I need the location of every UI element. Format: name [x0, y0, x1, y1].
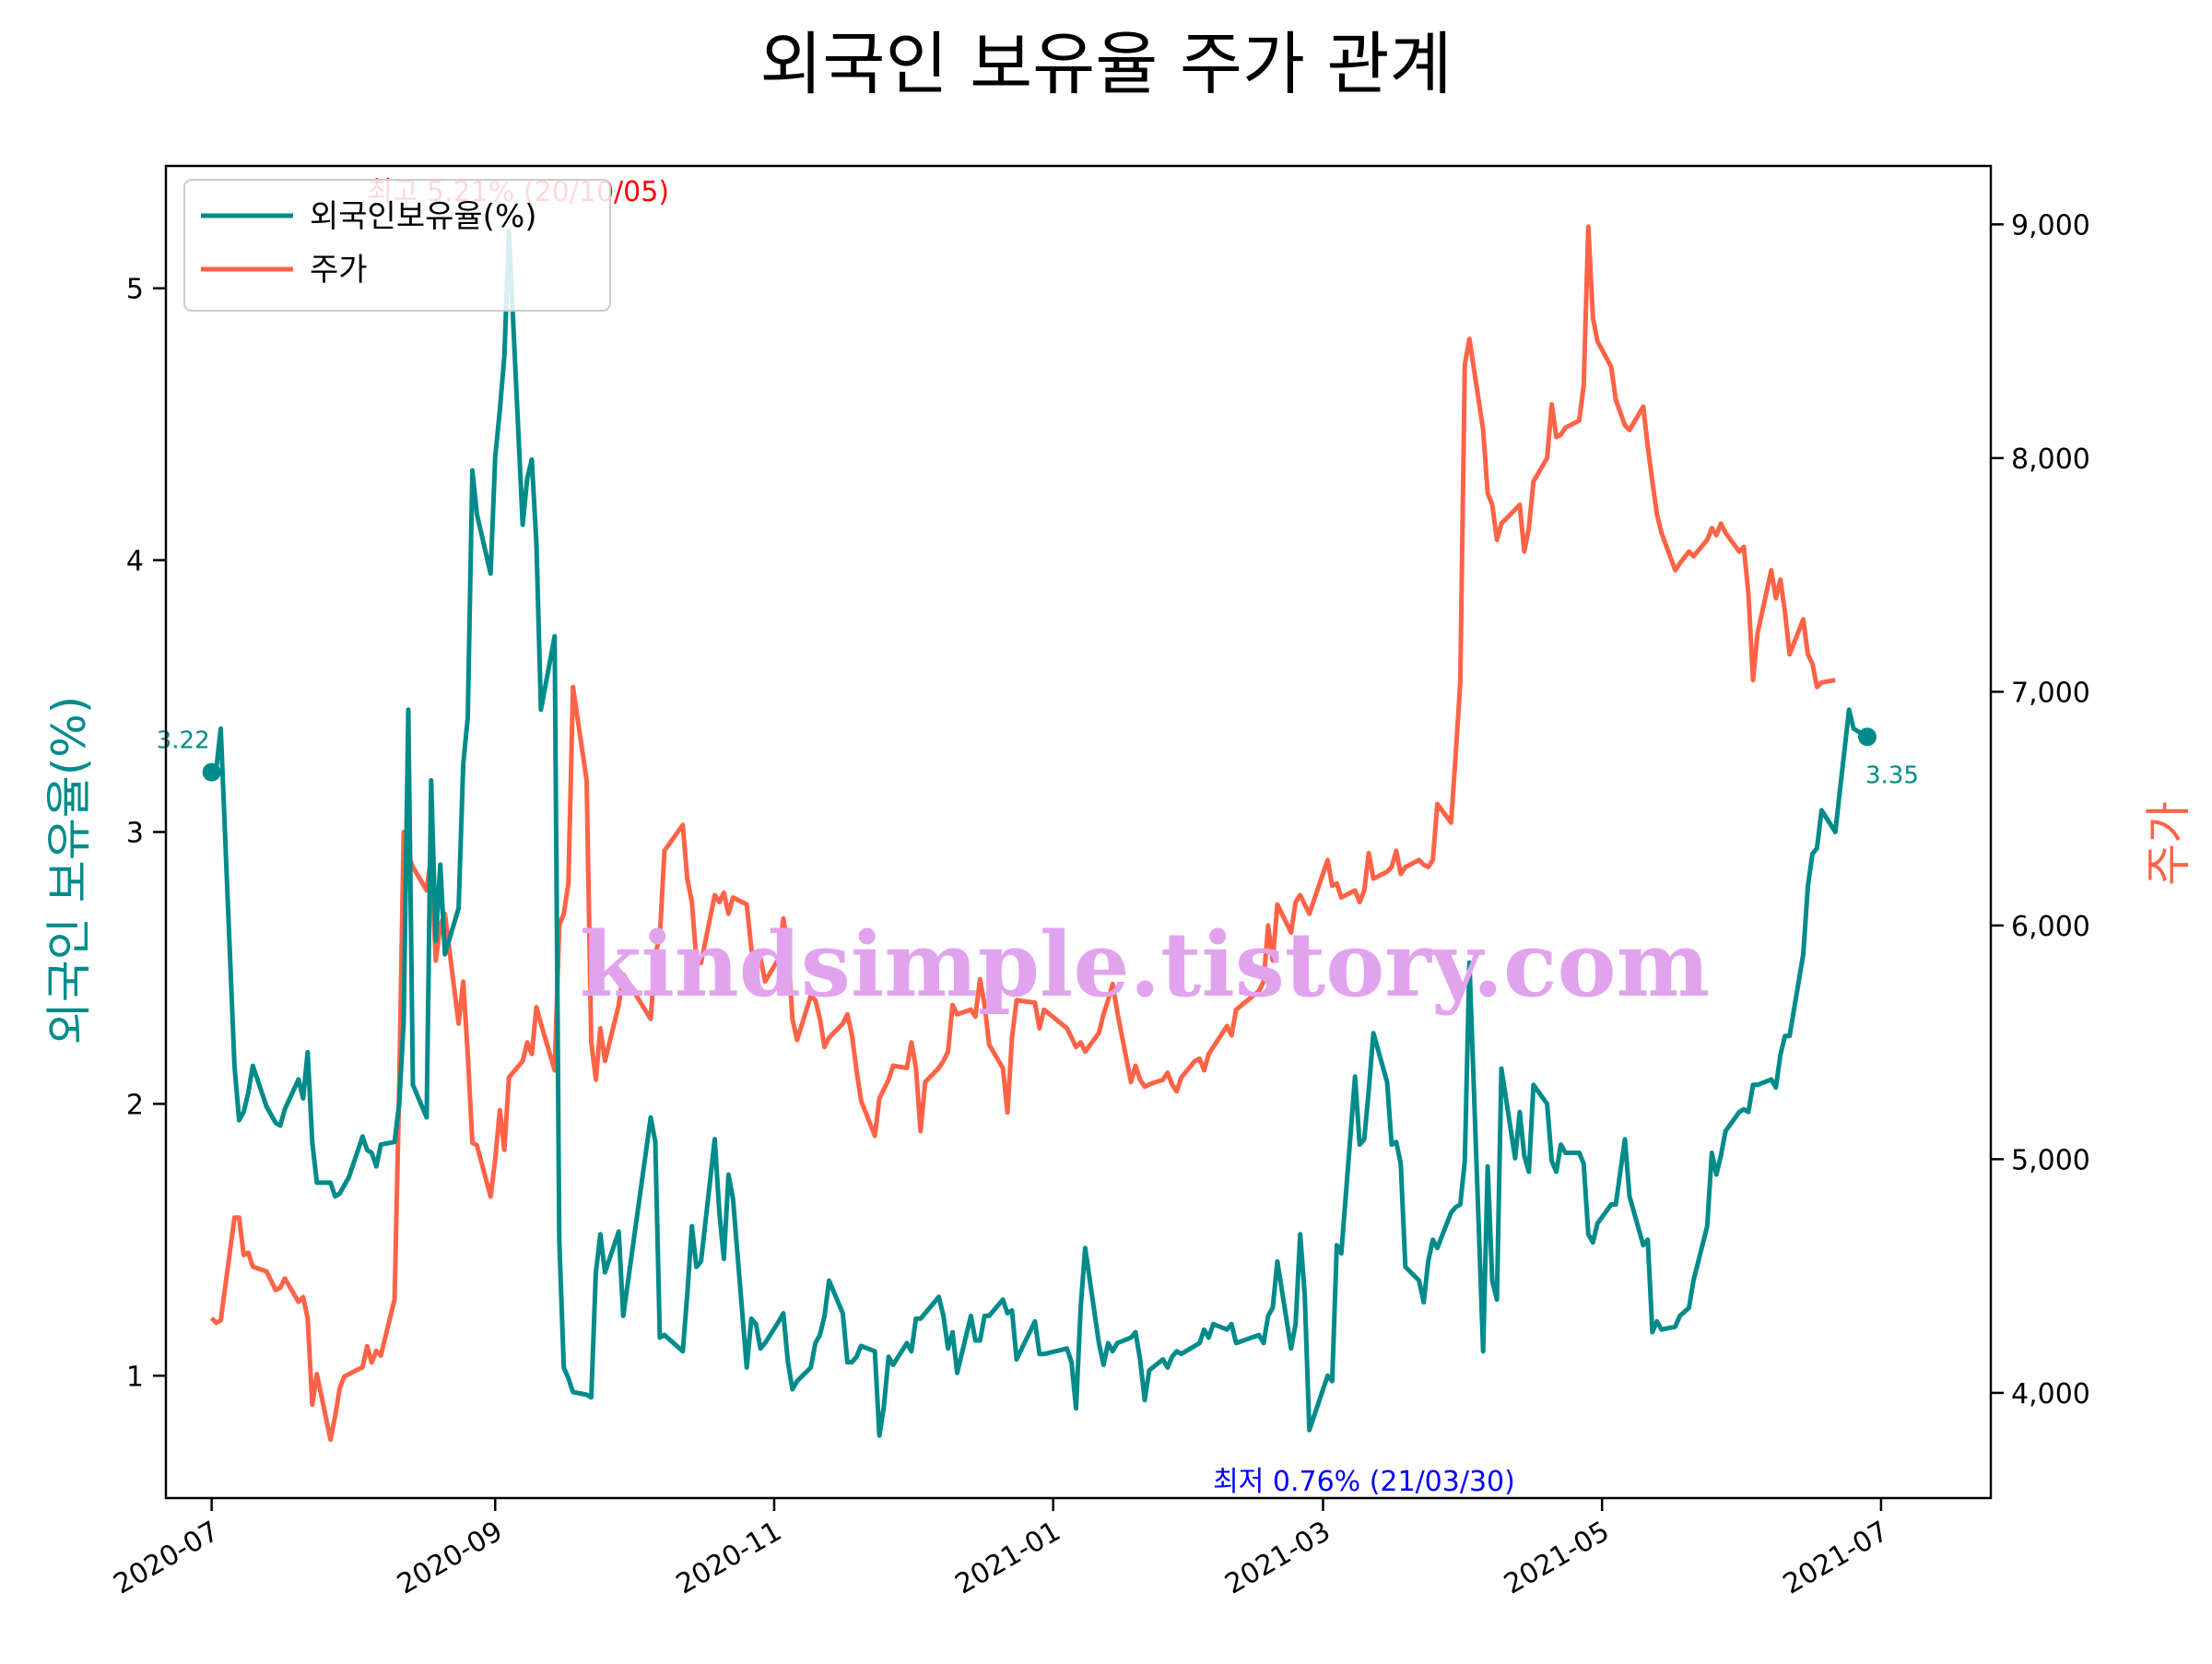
min-annotation: 최저 0.76% (21/03/30)	[1213, 1466, 1515, 1498]
y-left-tick-label: 2	[126, 1089, 144, 1121]
y-axis-left-label: 외국인 보유율(%)	[42, 696, 96, 1044]
legend-label-holding: 외국인보유율(%)	[310, 198, 537, 235]
y-right-tick-label: 8,000	[2011, 443, 2090, 476]
start-point-marker	[202, 762, 221, 782]
watermark-text: kindsimple.tistory.com	[580, 913, 1710, 1017]
y-left-tick-label: 1	[126, 1361, 144, 1393]
y-right-tick-label: 9,000	[2011, 209, 2090, 242]
chart-title: 외국인 보유율 주가 관계	[759, 25, 1452, 104]
y-right-tick-label: 4,000	[2011, 1378, 2090, 1410]
legend-box	[183, 179, 611, 312]
legend-label-price: 주가	[310, 252, 368, 289]
legend: 외국인보유율(%) 주가	[183, 179, 611, 312]
y-axis-right: 4,000 5,000 6,000 7,000 8,000 9,000	[1991, 209, 2090, 1410]
end-point-marker	[1858, 727, 1877, 747]
y-axis-right-label: 주가	[2142, 801, 2195, 886]
series-line-holding	[210, 229, 1869, 1438]
series-line-price	[209, 224, 1836, 1443]
end-point-label: 3.35	[1865, 761, 1919, 789]
y-left-tick-label: 4	[126, 546, 144, 578]
plot-area-frame	[164, 164, 1993, 1500]
y-right-tick-label: 5,000	[2011, 1144, 2090, 1176]
y-left-tick-label: 5	[126, 274, 144, 306]
y-left-tick-label: 3	[126, 818, 144, 850]
start-point-label: 3.22	[157, 727, 210, 755]
y-right-tick-label: 7,000	[2011, 677, 2090, 709]
y-right-tick-label: 6,000	[2011, 911, 2090, 943]
y-axis-left: 1 2 3 4 5	[126, 274, 166, 1393]
